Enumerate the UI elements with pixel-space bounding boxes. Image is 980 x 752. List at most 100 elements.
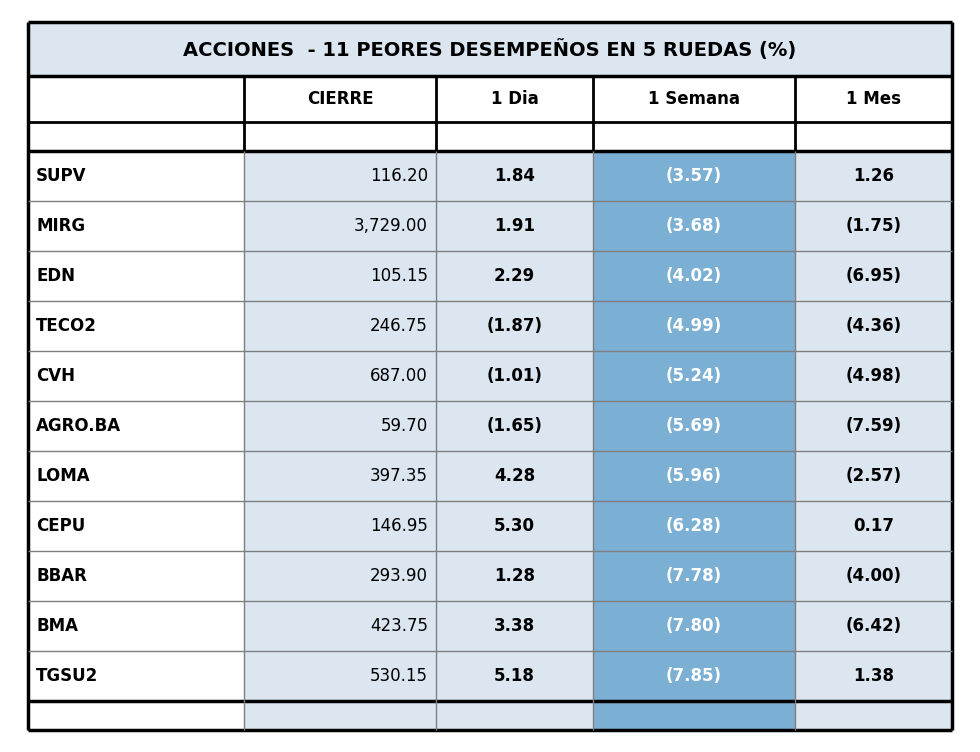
Bar: [795, 251, 952, 301]
Bar: [244, 351, 436, 401]
Text: 423.75: 423.75: [369, 617, 428, 635]
Bar: [28, 151, 244, 201]
Bar: [244, 251, 436, 301]
Text: TGSU2: TGSU2: [36, 667, 98, 685]
Text: (1.87): (1.87): [487, 317, 543, 335]
Text: BMA: BMA: [36, 617, 78, 635]
Bar: [593, 201, 795, 251]
Bar: [28, 251, 244, 301]
Text: (2.57): (2.57): [846, 467, 902, 485]
Bar: [28, 201, 244, 251]
Bar: [244, 701, 436, 730]
Bar: [244, 401, 436, 451]
Bar: [593, 351, 795, 401]
Text: 105.15: 105.15: [369, 267, 428, 285]
Bar: [593, 451, 795, 501]
Text: EDN: EDN: [36, 267, 75, 285]
Bar: [593, 251, 795, 301]
Text: (1.01): (1.01): [487, 367, 543, 385]
Text: 3.38: 3.38: [494, 617, 535, 635]
Text: CIERRE: CIERRE: [307, 90, 373, 108]
Bar: [795, 701, 952, 730]
Text: (5.24): (5.24): [665, 367, 722, 385]
Text: 4.28: 4.28: [494, 467, 535, 485]
Bar: [436, 651, 593, 701]
Bar: [795, 651, 952, 701]
Text: 246.75: 246.75: [370, 317, 428, 335]
Bar: [436, 151, 593, 201]
Bar: [593, 701, 795, 730]
Text: ACCIONES  - 11 PEORES DESEMPEÑOS EN 5 RUEDAS (%): ACCIONES - 11 PEORES DESEMPEÑOS EN 5 RUE…: [183, 38, 797, 59]
Bar: [593, 551, 795, 601]
Bar: [244, 601, 436, 651]
Bar: [436, 501, 593, 551]
Bar: [795, 151, 952, 201]
Text: 1.84: 1.84: [494, 167, 535, 185]
Bar: [28, 701, 244, 730]
Text: 116.20: 116.20: [369, 167, 428, 185]
Text: (4.98): (4.98): [846, 367, 902, 385]
Bar: [244, 451, 436, 501]
Bar: [436, 601, 593, 651]
Text: (5.69): (5.69): [666, 417, 722, 435]
Text: (4.99): (4.99): [665, 317, 722, 335]
Text: 1.91: 1.91: [494, 217, 535, 235]
Text: 530.15: 530.15: [369, 667, 428, 685]
Text: (3.57): (3.57): [665, 167, 722, 185]
Text: (3.68): (3.68): [666, 217, 722, 235]
Text: (1.65): (1.65): [487, 417, 543, 435]
Text: 1.38: 1.38: [853, 667, 894, 685]
Bar: [436, 251, 593, 301]
Text: 1 Dia: 1 Dia: [491, 90, 538, 108]
Bar: [28, 351, 244, 401]
Text: 146.95: 146.95: [370, 517, 428, 535]
Text: (7.80): (7.80): [666, 617, 722, 635]
Bar: [795, 451, 952, 501]
Text: (1.75): (1.75): [846, 217, 902, 235]
Bar: [244, 651, 436, 701]
Bar: [593, 151, 795, 201]
Bar: [28, 651, 244, 701]
Bar: [28, 601, 244, 651]
Text: (4.02): (4.02): [665, 267, 722, 285]
Bar: [436, 551, 593, 601]
Text: (7.59): (7.59): [846, 417, 902, 435]
Text: 3,729.00: 3,729.00: [354, 217, 428, 235]
Text: CEPU: CEPU: [36, 517, 85, 535]
Text: (7.78): (7.78): [665, 567, 722, 585]
Text: (4.00): (4.00): [846, 567, 902, 585]
Bar: [795, 501, 952, 551]
Text: SUPV: SUPV: [36, 167, 86, 185]
Text: LOMA: LOMA: [36, 467, 89, 485]
Text: (5.96): (5.96): [666, 467, 722, 485]
Text: 2.29: 2.29: [494, 267, 535, 285]
Text: (6.95): (6.95): [846, 267, 902, 285]
Bar: [436, 701, 593, 730]
Bar: [28, 76, 952, 122]
Bar: [244, 201, 436, 251]
Text: 1 Mes: 1 Mes: [846, 90, 901, 108]
Bar: [795, 551, 952, 601]
Text: (7.85): (7.85): [666, 667, 722, 685]
Text: BBAR: BBAR: [36, 567, 87, 585]
Bar: [436, 201, 593, 251]
Text: 5.30: 5.30: [494, 517, 535, 535]
Bar: [593, 501, 795, 551]
Bar: [244, 551, 436, 601]
Text: (6.28): (6.28): [666, 517, 722, 535]
Text: (4.36): (4.36): [846, 317, 902, 335]
Text: 293.90: 293.90: [369, 567, 428, 585]
Bar: [28, 122, 952, 151]
Bar: [28, 401, 244, 451]
Bar: [795, 351, 952, 401]
Text: 1.28: 1.28: [494, 567, 535, 585]
Bar: [795, 301, 952, 351]
Bar: [244, 151, 436, 201]
Text: CVH: CVH: [36, 367, 75, 385]
Text: MIRG: MIRG: [36, 217, 85, 235]
Bar: [593, 301, 795, 351]
Bar: [436, 301, 593, 351]
Bar: [28, 22, 952, 76]
Text: (6.42): (6.42): [846, 617, 902, 635]
Text: 1 Semana: 1 Semana: [648, 90, 740, 108]
